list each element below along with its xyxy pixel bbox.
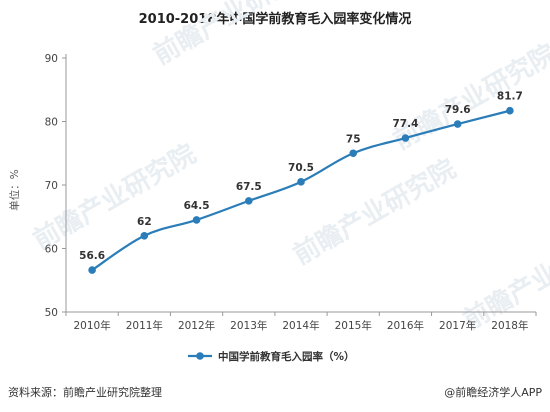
x-tick-label: 2013年	[230, 319, 267, 332]
data-label: 79.6	[445, 104, 471, 116]
legend: 中国学前教育毛入园率（%）	[188, 350, 355, 363]
data-point	[349, 149, 358, 158]
x-tick-label: 2014年	[282, 319, 319, 332]
y-tick-label: 50	[45, 307, 58, 319]
watermark-text: 前瞻产业研究院	[288, 153, 461, 271]
watermark-text: 前瞻产业研究院	[148, 0, 321, 71]
data-point	[297, 178, 305, 186]
axes: 50 60 70 80 90 单位：% 2010年 2011年 2012年 2013年 2014年 2…	[8, 53, 537, 332]
data-label: 62	[137, 216, 152, 228]
x-tick-label: 2012年	[178, 319, 215, 332]
series-layer	[88, 106, 514, 274]
chart-title: 2010-2018年中国学前教育毛入园率变化情况	[138, 12, 412, 27]
data-label: 81.7	[497, 91, 523, 103]
legend-marker	[196, 352, 204, 360]
y-tick-label: 80	[45, 117, 58, 129]
watermark-text: 前瞻产业研究院	[458, 218, 550, 336]
x-tick-label: 2017年	[439, 319, 476, 332]
x-tick-label: 2015年	[335, 319, 372, 332]
data-label: 67.5	[236, 181, 262, 193]
x-tick-label: 2010年	[73, 319, 110, 332]
data-label: 75	[346, 133, 361, 145]
data-point	[192, 216, 201, 224]
x-tick-label: 2011年	[126, 319, 163, 332]
data-label: 56.6	[79, 250, 105, 262]
data-label: 70.5	[288, 162, 314, 174]
watermark-text: 前瞻产业研究院	[28, 138, 201, 256]
source-note: 资料来源：前瞻产业研究院整理	[8, 386, 162, 399]
y-tick-label: 60	[45, 244, 58, 256]
y-tick-label: 90	[45, 53, 58, 65]
data-label: 64.5	[184, 200, 210, 212]
x-tick-label: 2016年	[387, 319, 424, 332]
x-tick-label: 2018年	[491, 319, 528, 332]
data-labels: 56.6 62 64.5 67.5 70.5 75 77.4 79.6 81.7	[79, 91, 523, 262]
data-point	[244, 197, 253, 205]
data-label: 77.4	[392, 118, 418, 130]
legend-label: 中国学前教育毛入园率（%）	[218, 350, 355, 363]
y-tick-label: 70	[45, 180, 58, 192]
data-point	[401, 134, 410, 142]
credit-note: @前瞻经济学人APP	[444, 386, 542, 399]
watermark-text: 前瞻产业研究院	[388, 38, 550, 156]
data-point	[453, 120, 462, 128]
data-point	[506, 106, 514, 115]
data-point	[140, 232, 149, 240]
y-axis-label: 单位：%	[8, 169, 21, 210]
data-point	[88, 266, 96, 274]
